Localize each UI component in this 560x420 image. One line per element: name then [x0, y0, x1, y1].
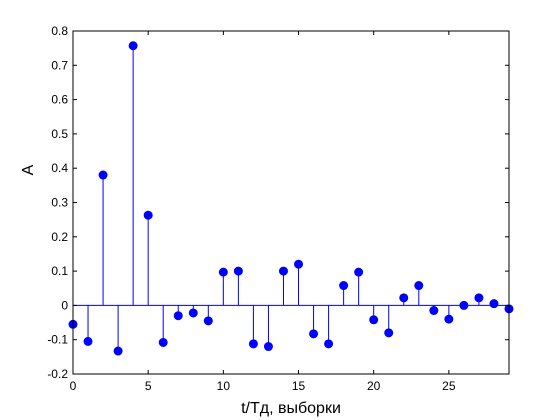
stem-marker: [309, 329, 319, 339]
stem-marker: [474, 293, 484, 303]
stem-marker: [233, 266, 243, 276]
y-tick-label: 0.6: [51, 93, 68, 107]
stem-marker: [294, 259, 304, 269]
stem-marker: [414, 281, 424, 291]
y-tick-label: 0: [61, 298, 68, 312]
y-tick-label: 0.8: [51, 24, 68, 38]
stem-marker: [173, 311, 183, 321]
x-tick-label: 5: [145, 379, 152, 393]
stem-marker: [489, 299, 499, 309]
y-tick-label: -0.2: [47, 367, 68, 381]
stem-marker: [188, 308, 198, 318]
y-tick-label: 0.3: [51, 196, 68, 210]
x-tick-label: 20: [367, 379, 381, 393]
y-axis-label: A: [20, 164, 37, 175]
stem-marker: [444, 314, 454, 324]
y-tick-label: 0.1: [51, 264, 68, 278]
y-tick-label: 0.5: [51, 127, 68, 141]
stem-marker: [128, 41, 138, 51]
y-tick-label: 0.4: [51, 161, 68, 175]
x-tick-label: 25: [442, 379, 456, 393]
y-tick-label: 0.2: [51, 230, 68, 244]
stem-marker: [399, 293, 409, 303]
stem-marker: [263, 342, 273, 352]
stem-marker: [143, 210, 153, 220]
x-axis-label: t/Тд, выборки: [241, 400, 341, 417]
stem-marker: [203, 316, 213, 326]
stem-marker: [113, 346, 123, 356]
stem-marker: [324, 339, 334, 349]
y-tick-label: 0.7: [51, 58, 68, 72]
stem-marker: [339, 281, 349, 291]
stem-marker: [278, 266, 288, 276]
stem-marker: [83, 336, 93, 346]
stem-marker: [429, 306, 439, 316]
plot-area: [73, 31, 509, 374]
stem-marker: [459, 300, 469, 310]
stem-marker: [354, 267, 364, 277]
stem-marker: [218, 267, 228, 277]
stem-marker: [369, 315, 379, 325]
stem-marker: [158, 337, 168, 347]
x-ticks-group: 0 5 10 15 20 25: [70, 31, 456, 393]
x-tick-label: 10: [217, 379, 231, 393]
y-ticks-group: -0.2 -0.1 0 0.1 0.2 0.3 0.4 0.5 0.6 0.7 0.8: [47, 24, 509, 381]
stem-marker: [98, 170, 108, 180]
x-tick-label: 0: [70, 379, 77, 393]
y-tick-label: -0.1: [47, 333, 68, 347]
stem-marker: [248, 339, 258, 349]
x-tick-label: 15: [292, 379, 306, 393]
stem-marker: [384, 328, 394, 338]
